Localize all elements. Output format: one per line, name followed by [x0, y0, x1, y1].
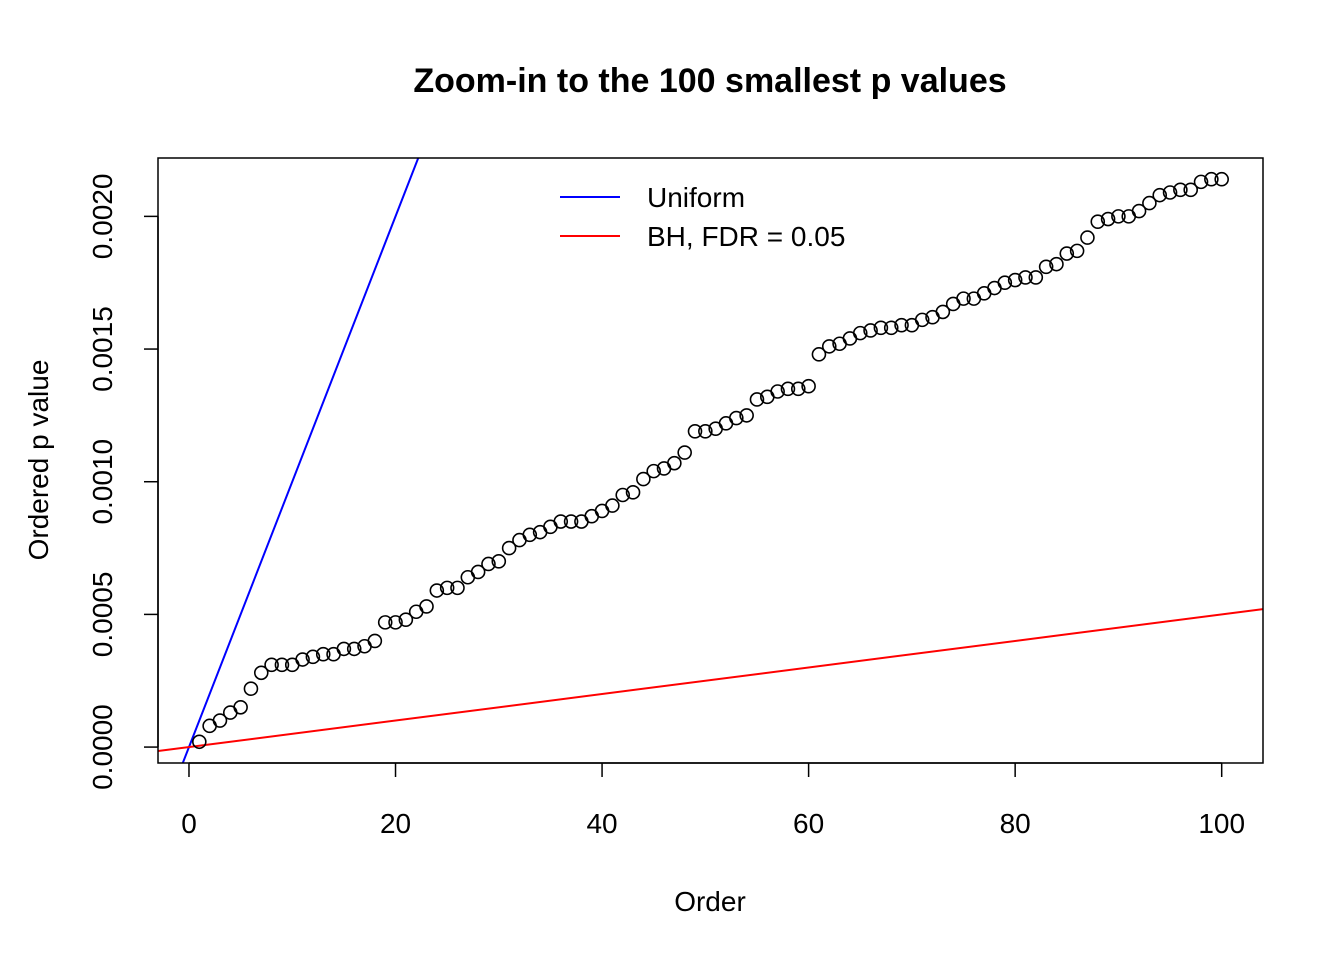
data-point	[470, 564, 486, 580]
data-point	[1214, 171, 1229, 187]
data-point	[625, 485, 641, 500]
data-point	[956, 291, 971, 306]
data-point	[1080, 230, 1095, 245]
x-axis-label: Order	[674, 886, 746, 917]
data-point	[398, 612, 414, 628]
data-point	[243, 681, 259, 697]
data-point	[305, 649, 321, 665]
data-point	[501, 540, 517, 556]
data-point	[1204, 171, 1219, 187]
x-tick-label: 100	[1198, 808, 1245, 839]
legend-label: BH, FDR = 0.05	[647, 221, 845, 252]
x-axis: 0 20 40 60 80 100	[181, 762, 1245, 839]
data-point	[749, 392, 765, 407]
data-point	[481, 556, 496, 572]
y-tick-label: 0.0020	[87, 174, 118, 260]
data-point	[687, 424, 703, 439]
y-tick-label: 0.0005	[87, 572, 118, 658]
y-axis-label: Ordered p value	[23, 360, 54, 561]
data-point	[1193, 174, 1209, 190]
data-point	[439, 580, 455, 596]
data-point	[1100, 211, 1116, 227]
data-point	[1049, 256, 1064, 272]
data-point	[667, 455, 682, 471]
data-point	[264, 657, 279, 673]
data-point	[698, 424, 713, 439]
data-point	[790, 381, 806, 397]
y-tick-label: 0.0000	[87, 704, 118, 790]
y-tick-label: 0.0015	[87, 306, 118, 392]
legend-label: Uniform	[647, 182, 745, 213]
data-point	[894, 317, 909, 333]
plot-frame	[157, 157, 1264, 764]
data-point	[1059, 246, 1075, 261]
data-point	[253, 665, 269, 681]
data-point	[1173, 182, 1188, 198]
data-point	[935, 304, 951, 320]
x-tick-label: 20	[380, 808, 411, 839]
data-point	[377, 615, 393, 630]
x-tick-label: 40	[586, 808, 617, 839]
data-point	[336, 641, 352, 657]
data-point	[811, 347, 827, 362]
data-point	[367, 633, 383, 649]
data-point	[801, 378, 816, 394]
data-point	[1131, 203, 1147, 219]
data-point	[553, 514, 569, 529]
data-point	[388, 615, 403, 630]
data-point	[1111, 209, 1126, 224]
x-tick-label: 0	[181, 808, 197, 839]
data-point	[274, 657, 290, 673]
y-tick-label: 0.0010	[87, 439, 118, 525]
data-point	[883, 320, 899, 336]
data-point	[563, 514, 579, 529]
data-point	[450, 580, 465, 596]
data-point	[233, 699, 248, 715]
data-point	[646, 463, 662, 479]
data-point	[491, 554, 507, 569]
data-points	[192, 171, 1229, 750]
data-point	[522, 527, 538, 543]
data-point	[1007, 272, 1023, 288]
legend: Uniform BH, FDR = 0.05	[560, 182, 845, 252]
y-axis: 0.0000 0.0005 0.0010 0.0015 0.0020	[87, 174, 159, 790]
data-point	[1142, 195, 1157, 211]
reference-line	[158, 608, 1263, 753]
data-point	[605, 498, 620, 513]
reference-line	[181, 158, 420, 763]
data-point	[615, 487, 631, 503]
data-point	[192, 734, 207, 750]
data-point	[997, 275, 1013, 291]
x-tick-label: 60	[793, 808, 824, 839]
data-point	[821, 339, 837, 354]
data-point	[739, 408, 754, 423]
chart-title: Zoom-in to the 100 smallest p values	[413, 62, 1006, 100]
data-point	[1152, 187, 1168, 203]
data-point	[315, 646, 331, 662]
data-point	[212, 713, 228, 728]
data-point	[1183, 182, 1199, 198]
data-point	[1038, 259, 1054, 275]
data-point	[419, 599, 434, 614]
data-point	[429, 583, 445, 598]
data-point	[346, 641, 362, 657]
data-point	[729, 410, 744, 426]
data-point	[780, 381, 796, 397]
x-tick-label: 80	[1000, 808, 1031, 839]
reference-lines	[158, 158, 1263, 763]
data-point	[852, 325, 868, 341]
data-point	[677, 445, 692, 460]
data-point	[636, 471, 651, 487]
data-point	[873, 320, 889, 336]
data-point	[914, 312, 930, 328]
data-point	[770, 384, 785, 399]
data-point	[1162, 185, 1178, 200]
data-point	[1069, 243, 1085, 259]
data-point	[1090, 214, 1106, 229]
data-point	[1018, 270, 1033, 285]
data-point	[295, 652, 310, 667]
data-point	[1028, 270, 1044, 285]
data-point	[863, 323, 878, 338]
